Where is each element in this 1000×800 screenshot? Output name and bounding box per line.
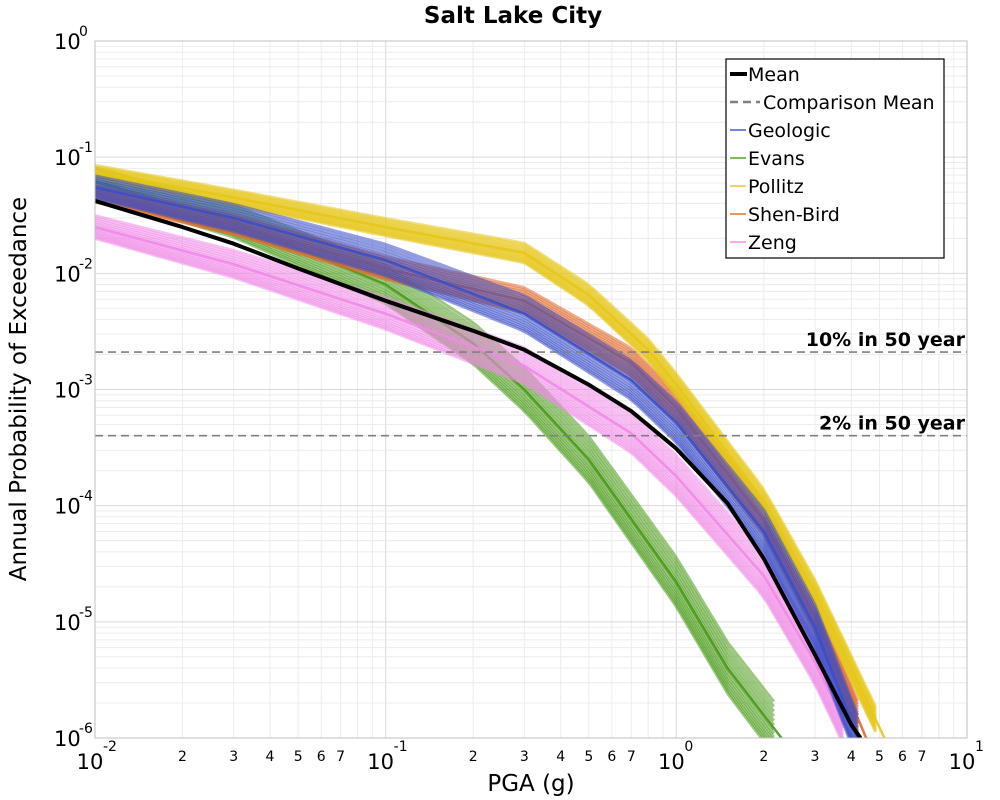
series-line-geologic (95, 186, 859, 738)
series-curve-geologic (95, 182, 859, 733)
legend-label: Mean (748, 64, 800, 86)
y-tick-exponent: -5 (79, 605, 93, 621)
x-minor-tick-label: 6 (898, 749, 907, 765)
series-curve-zeng (95, 220, 845, 711)
x-minor-tick-label: 6 (607, 749, 616, 765)
x-minor-tick-label: 5 (584, 749, 593, 765)
legend-label: Pollitz (748, 176, 804, 198)
legend-label: Zeng (748, 232, 797, 254)
x-minor-tick-label: 7 (627, 749, 636, 765)
series-curve-zeng (95, 224, 845, 719)
series-curve-geologic (95, 180, 859, 729)
series-curve-zeng (95, 227, 845, 726)
y-tick-label: 10 (54, 379, 81, 403)
x-tick-exponent: -2 (103, 739, 117, 755)
series-curve-geologic (95, 188, 858, 738)
y-tick-label: 10 (54, 146, 81, 170)
x-tick-label: 10 (658, 750, 685, 774)
legend-item: Pollitz (730, 176, 804, 198)
series-curve-geologic (95, 176, 859, 720)
y-tick-label: 10 (54, 611, 81, 635)
y-tick-label: 10 (54, 495, 81, 519)
x-minor-tick-label: 7 (336, 749, 345, 765)
legend-label: Comparison Mean (763, 92, 935, 114)
mean-curve (95, 198, 863, 738)
x-minor-tick-label: 5 (875, 749, 884, 765)
x-minor-tick-label: 3 (520, 749, 529, 765)
y-axis-label: Annual Probability of Exceedance (6, 197, 32, 581)
series-band-zeng (95, 214, 853, 738)
y-tick-label: 10 (54, 727, 81, 751)
x-minor-tick-label: 3 (811, 749, 820, 765)
series-bands (95, 163, 886, 738)
plot-frame (94, 40, 968, 739)
series-curve-geologic (95, 191, 855, 738)
series-curve-zeng (95, 229, 845, 729)
legend-item: Mean (730, 64, 800, 86)
x-minor-tick-label: 2 (469, 749, 478, 765)
legend-label: Shen-Bird (748, 204, 840, 226)
x-axis-label: PGA (g) (487, 771, 574, 797)
x-minor-tick-label: 4 (266, 749, 275, 765)
x-tick-label: 10 (949, 750, 976, 774)
x-minor-tick-label: 5 (294, 749, 303, 765)
y-tick-label: 10 (54, 262, 81, 286)
series-curve-zeng (95, 235, 844, 738)
series-curve-geologic (95, 178, 859, 725)
y-tick-exponent: -6 (79, 721, 93, 737)
legend-item: Shen-Bird (730, 204, 840, 226)
series-curve-zeng (95, 234, 845, 738)
y-tick-exponent: -2 (79, 256, 93, 272)
series-curve-geologic (95, 189, 857, 738)
x-minor-tick-label: 7 (918, 749, 927, 765)
y-tick-exponent: -1 (79, 140, 93, 156)
x-minor-tick-label: 6 (317, 749, 326, 765)
series-curve-zeng (95, 218, 845, 707)
x-tick-exponent: 0 (684, 739, 693, 755)
y-tick-label: 10 (54, 30, 81, 54)
series-line-pollitz (95, 170, 886, 738)
x-tick-exponent: 1 (975, 739, 984, 755)
series-curve-geologic (95, 174, 859, 716)
x-minor-tick-label: 4 (556, 749, 565, 765)
x-minor-tick-label: 4 (847, 749, 856, 765)
legend-item: Evans (730, 148, 805, 170)
legend-label: Geologic (748, 120, 831, 142)
legend-item: Comparison Mean (730, 92, 935, 114)
series-curve-pollitz (95, 163, 878, 708)
legend-label: Evans (748, 148, 805, 170)
series-line-zeng (95, 225, 853, 738)
legend: Mean Comparison Mean Geologic Evans Pollitz S… (725, 58, 945, 259)
x-minor-tick-label: 2 (759, 749, 768, 765)
legend-box (725, 58, 945, 259)
chart-title: Salt Lake City (424, 3, 602, 29)
series-curve-zeng (95, 232, 845, 736)
reference-line-label: 2% in 50 year (819, 413, 966, 435)
y-tick-exponent: -3 (79, 373, 93, 389)
y-tick-exponent: 0 (79, 24, 88, 40)
series-band-pollitz (95, 163, 886, 738)
mean-curve-group (95, 198, 863, 738)
series-curve-zeng (95, 231, 845, 733)
y-tick-exponent: -4 (79, 489, 93, 505)
x-minor-tick-label: 3 (229, 749, 238, 765)
series-curve-zeng (95, 222, 845, 715)
legend-item: Zeng (730, 232, 797, 254)
reference-lines: 10% in 50 year 2% in 50 year (95, 329, 967, 437)
x-tick-label: 10 (77, 750, 104, 774)
series-curve-geologic (95, 192, 854, 738)
legend-item: Geologic (730, 120, 831, 142)
series-curve-geologic (95, 184, 859, 736)
x-minor-tick-label: 2 (178, 749, 187, 765)
reference-line-label: 10% in 50 year (806, 329, 966, 351)
x-tick-label: 10 (367, 750, 394, 774)
x-tick-exponent: -1 (394, 739, 408, 755)
